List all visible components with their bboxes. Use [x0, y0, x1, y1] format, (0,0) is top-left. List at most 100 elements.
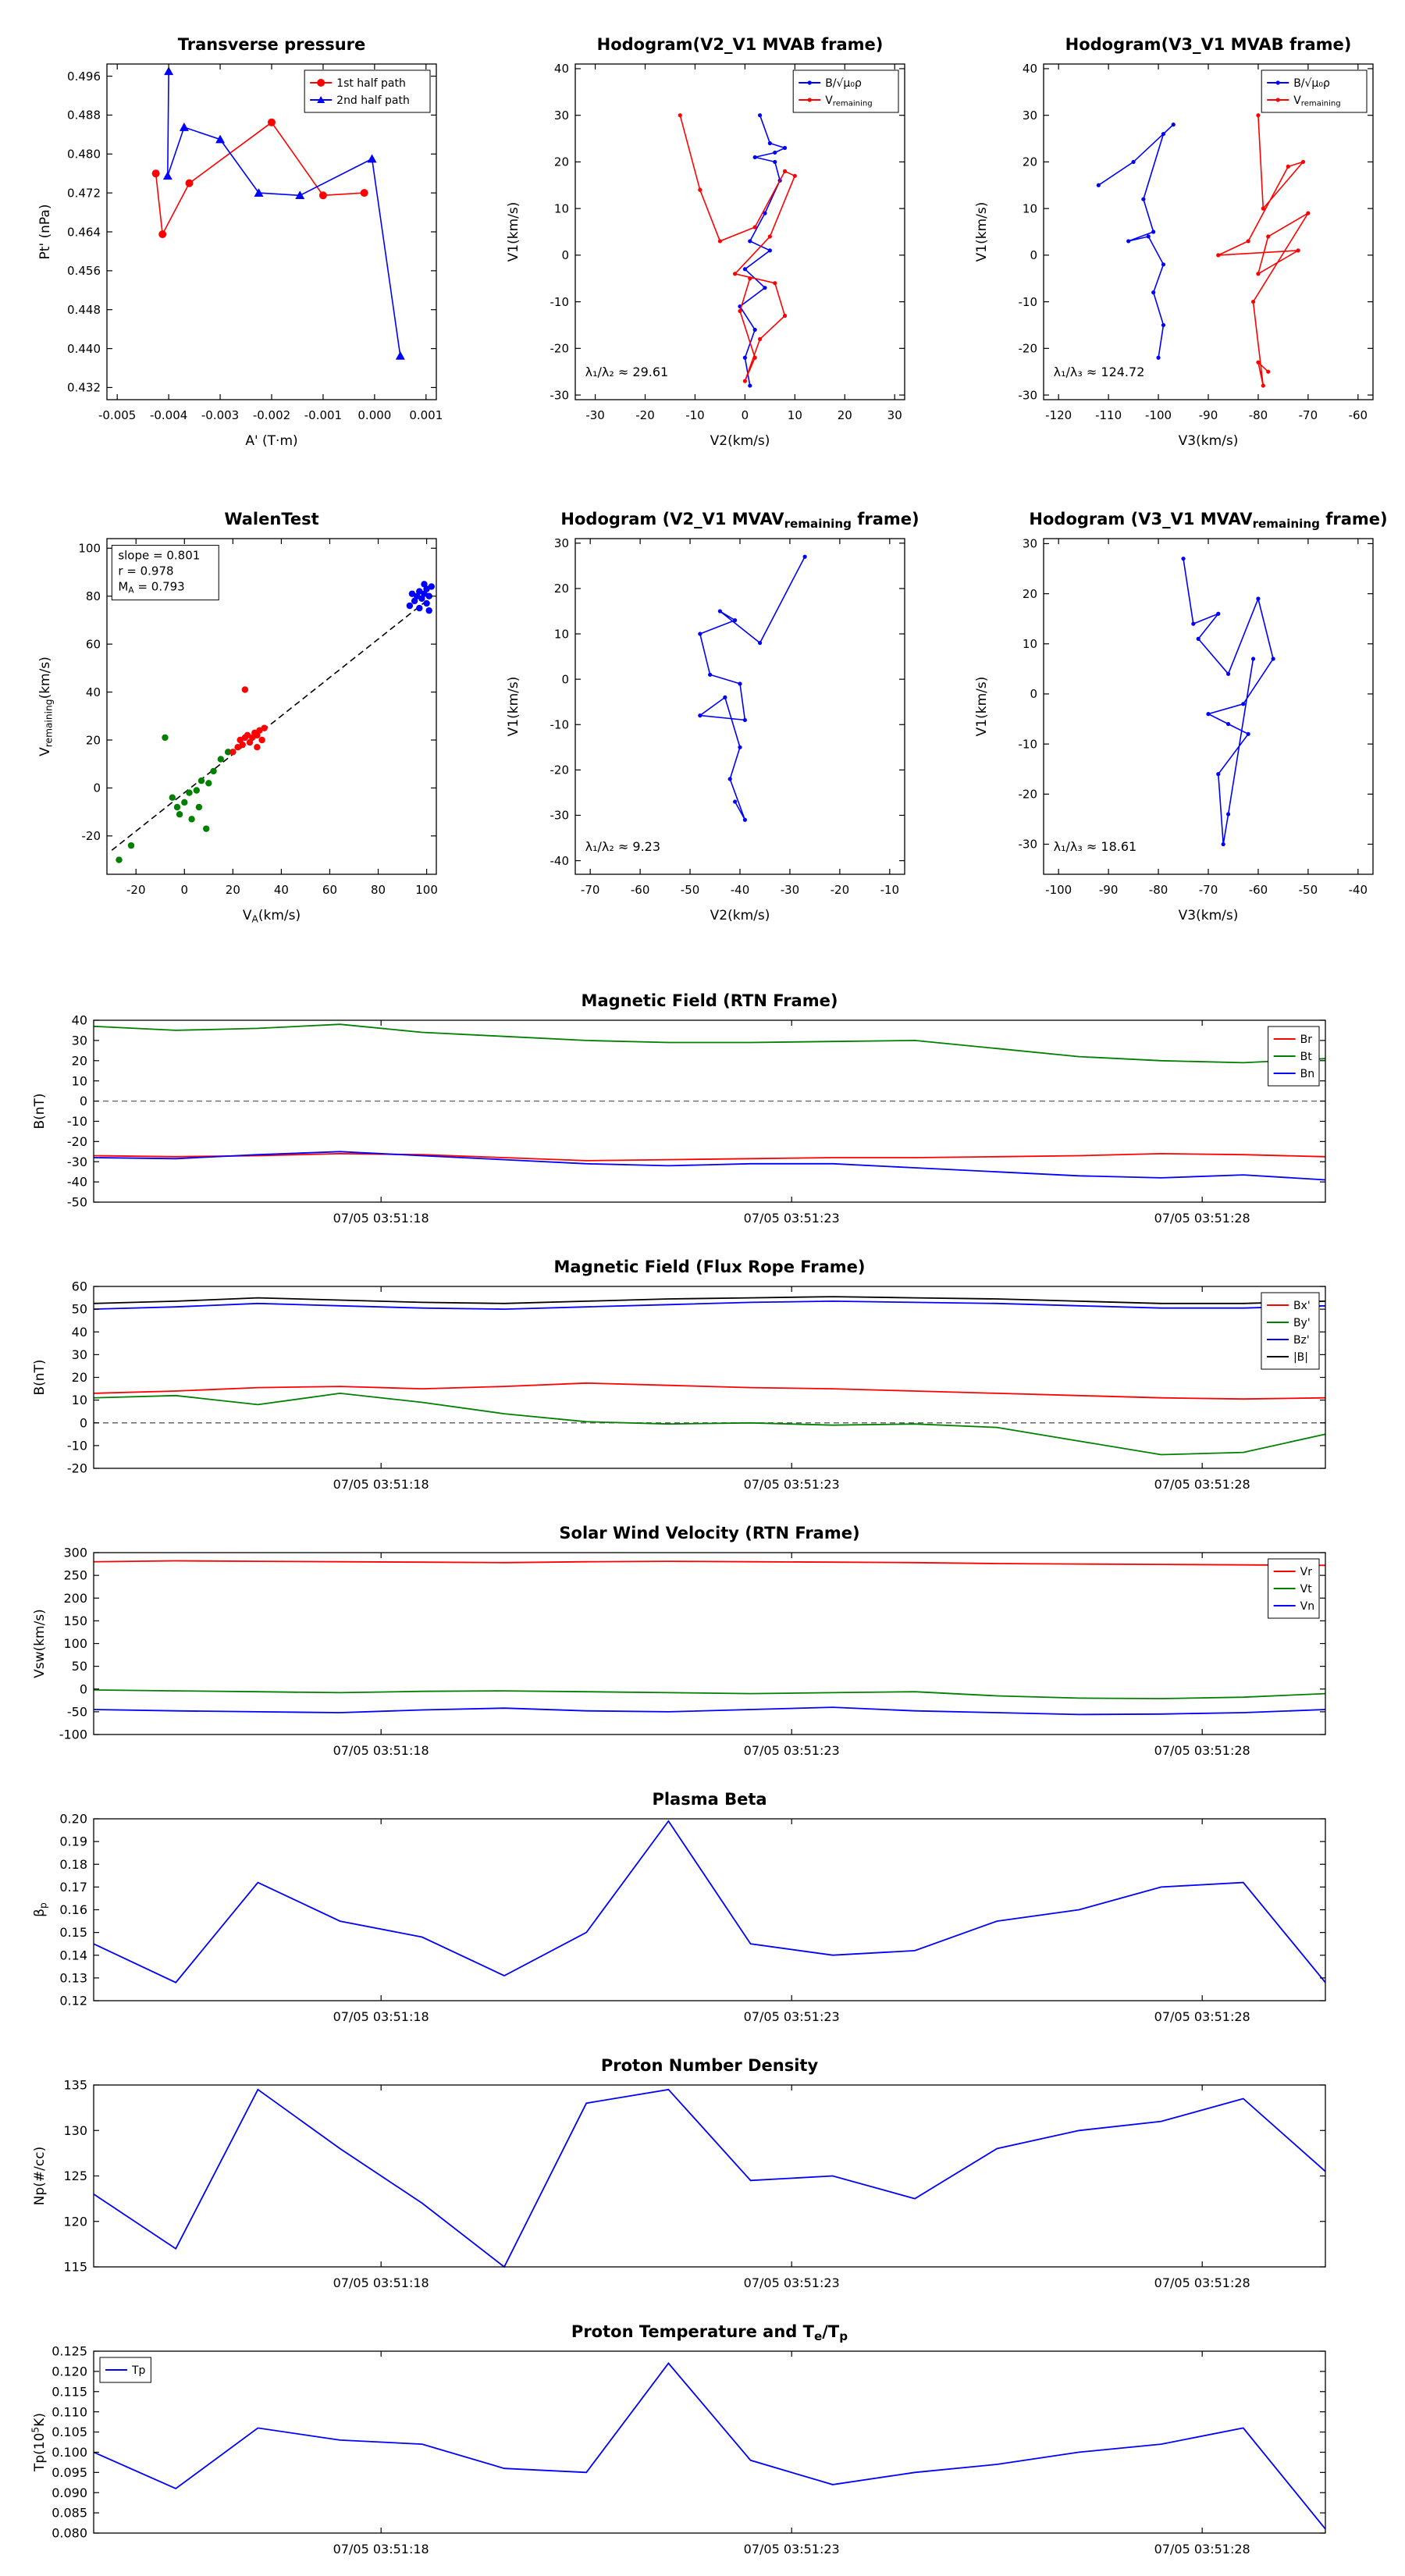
y-tick-label: 0.20	[59, 1812, 87, 1827]
y-tick-label: -30	[67, 1155, 87, 1169]
x-axis-label: V2(km/s)	[710, 908, 770, 923]
x-tick-label: -0.003	[201, 408, 239, 422]
marker-dot	[748, 239, 752, 244]
y-axis-label: V1(km/s)	[506, 677, 521, 737]
y-tick-label: 10	[554, 627, 569, 641]
marker-dot	[224, 749, 232, 756]
chart-solar-wind-velocity: 07/05 03:51:18 07/05 03:51:23 07/05 03:51:…	[12, 1517, 1393, 1775]
x-tick-label: -20	[126, 883, 146, 897]
marker-dot	[127, 841, 135, 849]
annotation: λ₁/λ₂ ≈ 29.61	[585, 365, 669, 379]
marker-dot	[258, 736, 265, 744]
chart-title: Magnetic Field (Flux Rope Frame)	[554, 1258, 866, 1276]
marker-dot	[723, 695, 727, 699]
marker-dot	[1256, 596, 1261, 601]
chart-transverse_pressure-svg: -0.005 -0.004 -0.003 -0.002 -0.001 0.000 0.001…	[37, 35, 443, 449]
chart-title: Hodogram(V2_V1 MVAB frame)	[597, 35, 884, 54]
legend-box	[304, 69, 431, 113]
y-tick-label: 0	[1030, 248, 1037, 262]
x-tick-label: 07/05 03:51:18	[333, 2009, 429, 2024]
y-tick-label: 0.18	[59, 1857, 87, 1872]
marker-dot	[733, 272, 738, 276]
x-tick-label: 07/05 03:51:28	[1154, 2275, 1250, 2290]
chart-title: Proton Number Density	[601, 2056, 819, 2075]
series-line	[93, 1392, 1326, 1456]
y-tick-label: 40	[72, 1013, 87, 1028]
x-tick-label: -60	[631, 883, 650, 897]
y-tick-label: 30	[72, 1033, 87, 1048]
marker-dot	[241, 686, 249, 693]
y-tick-label: -10	[1019, 295, 1038, 309]
y-tick-label: 0.14	[59, 1948, 87, 1962]
stats-line: MA = 0.793	[118, 580, 184, 596]
x-tick-label: 0	[742, 408, 749, 422]
y-tick-label: 0	[561, 672, 569, 686]
y-tick-label: 0.480	[67, 148, 101, 162]
y-tick-label: -30	[1019, 838, 1038, 852]
marker-dot	[767, 234, 772, 239]
marker-dot	[1225, 721, 1231, 727]
x-tick-label: 60	[322, 883, 337, 897]
legend-label: Vt	[1300, 1583, 1313, 1596]
axes-frame	[1043, 63, 1374, 400]
y-tick-label: 20	[1023, 155, 1037, 169]
marker-dot	[1161, 322, 1166, 328]
y-tick-label: 120	[63, 2214, 87, 2229]
y-tick-label: 250	[63, 1568, 87, 1583]
y-axis-label: Pt' (nPa)	[37, 205, 53, 260]
legend-label: Bx'	[1293, 1300, 1311, 1312]
marker-dot	[717, 609, 723, 614]
y-tick-label: 40	[1023, 62, 1037, 76]
marker-dot	[782, 313, 788, 318]
marker-dot	[742, 717, 747, 723]
x-tick-label: -40	[1349, 883, 1368, 897]
x-tick-label: 10	[788, 408, 802, 422]
marker-dot	[234, 744, 241, 751]
marker-dot	[1256, 272, 1261, 276]
chart-hodogram_v2v1_mvav-svg: -70 -60 -50 -40 -30 -20 -10 -40 -30 -20 -10 0 10 20 30…	[506, 510, 919, 923]
y-tick-label: 0.110	[52, 2404, 87, 2419]
y-tick-label: 10	[72, 1073, 87, 1088]
y-tick-label: -20	[67, 1461, 87, 1476]
series-line	[93, 1820, 1326, 1984]
marker-dot	[1256, 360, 1261, 365]
chart-title: Transverse pressure	[178, 35, 366, 54]
y-axis-label: Vremaining(km/s)	[37, 656, 54, 756]
marker-dot	[181, 799, 188, 806]
marker-triangle	[254, 188, 264, 197]
legend-label: By'	[1293, 1317, 1311, 1329]
x-tick-label: 07/05 03:51:18	[333, 1211, 429, 1226]
series-line	[167, 71, 401, 357]
axes-frame	[93, 2350, 1326, 2534]
chart-proton-temperature: 07/05 03:51:18 07/05 03:51:23 07/05 03:51:…	[12, 2316, 1393, 2574]
marker-circle	[151, 169, 160, 178]
marker-dot	[406, 602, 414, 610]
x-tick-label: 07/05 03:51:18	[333, 2275, 429, 2290]
y-tick-label: 0.448	[67, 303, 101, 317]
chart-proton-number-density: 07/05 03:51:18 07/05 03:51:23 07/05 03:51:…	[12, 2050, 1393, 2307]
chart-proton_density-svg: 07/05 03:51:18 07/05 03:51:23 07/05 03:51:…	[32, 2056, 1326, 2290]
marker-dot	[782, 169, 788, 173]
marker-dot	[254, 744, 261, 751]
y-tick-label: 30	[1023, 109, 1037, 123]
marker-dot	[757, 336, 763, 341]
marker-dot	[742, 355, 747, 360]
x-tick-label: 07/05 03:51:23	[744, 1743, 840, 1758]
chart-b_fluxrope-svg: 07/05 03:51:18 07/05 03:51:23 07/05 03:51:…	[32, 1258, 1326, 1492]
y-axis-label: V1(km/s)	[974, 677, 990, 737]
marker-dot	[807, 98, 812, 102]
marker-dot	[1181, 557, 1186, 561]
stats-line: r = 0.978	[118, 564, 173, 578]
marker-dot	[423, 600, 430, 607]
y-tick-label: -20	[1019, 788, 1038, 802]
y-tick-label: 130	[63, 2123, 87, 2138]
y-tick-label: 30	[554, 536, 569, 550]
marker-dot	[210, 767, 217, 775]
x-tick-label: -10	[880, 883, 900, 897]
y-tick-label: 0.19	[59, 1834, 87, 1849]
axes-frame	[1043, 538, 1374, 875]
series-line	[93, 2362, 1326, 2530]
legend-label: Bz'	[1293, 1334, 1310, 1347]
marker-dot	[1261, 206, 1265, 211]
x-tick-label: 07/05 03:51:18	[333, 2542, 429, 2556]
